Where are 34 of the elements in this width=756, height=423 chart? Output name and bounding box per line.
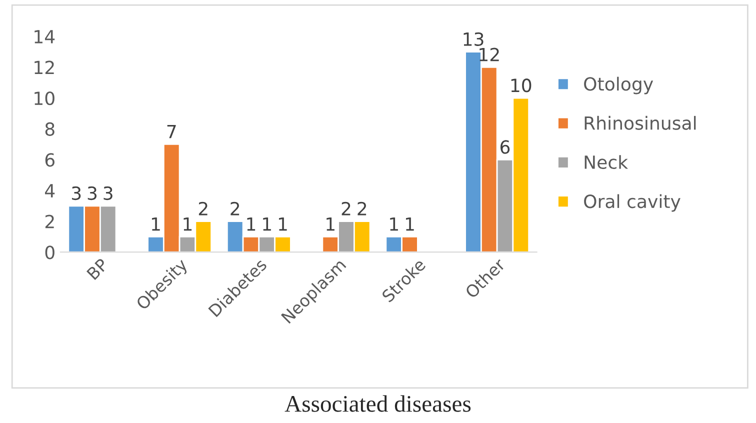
data-label: 7 <box>167 125 176 138</box>
text: Associated diseases <box>284 395 471 412</box>
y-tick-label: 4 <box>45 184 55 198</box>
data-label: 1 <box>278 217 287 231</box>
legend-label: Otology <box>584 76 654 94</box>
data-label: 1 <box>263 217 271 231</box>
data-label: 1 <box>184 217 192 231</box>
legend-label: Rhinosinusal <box>584 116 696 130</box>
data-label: 3 <box>72 186 81 200</box>
y-tick-label: 0 <box>45 246 54 260</box>
x-tick-label: BP <box>86 258 109 280</box>
y-tick-label: 2 <box>45 214 54 228</box>
data-label: 2 <box>342 202 350 216</box>
data-label: 10 <box>511 78 532 92</box>
data-label: 1 <box>326 217 334 231</box>
y-tick-label: 6 <box>45 153 54 167</box>
legend-label: Oral cavity <box>584 194 680 212</box>
y-tick-label: 12 <box>34 60 54 74</box>
data-label: 3 <box>104 186 112 200</box>
data-label: 2 <box>230 202 240 216</box>
data-label: 6 <box>500 140 510 154</box>
data-label: 1 <box>406 217 414 231</box>
data-label: 1 <box>152 217 160 231</box>
data-label: 2 <box>358 202 366 216</box>
data-label: 12 <box>480 48 499 62</box>
legend-label: Neck <box>584 155 628 170</box>
data-label: 1 <box>247 217 256 231</box>
y-tick-label: 8 <box>45 122 54 136</box>
data-label: 2 <box>198 202 208 216</box>
y-tick-label: 14 <box>34 30 55 44</box>
data-label: 13 <box>464 32 484 46</box>
y-tick-label: 10 <box>34 91 54 106</box>
data-label: 1 <box>390 217 398 231</box>
data-label: 3 <box>88 186 97 200</box>
